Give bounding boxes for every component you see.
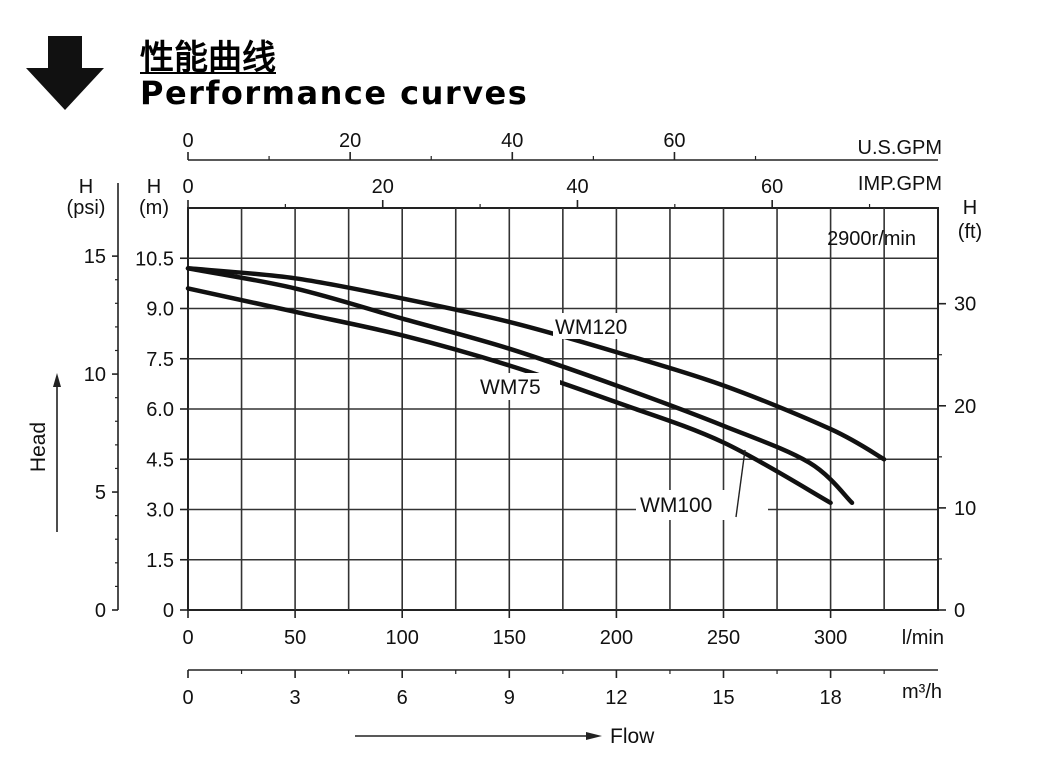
m3h-tick-label: 3 <box>290 687 301 709</box>
page-title-cn: 性能曲线 <box>140 38 276 78</box>
x-tick-label: 200 <box>600 627 633 649</box>
usgpm-tick-label: 40 <box>501 130 523 152</box>
x-axis-title: Flow <box>610 725 655 748</box>
psi-axis-unit-label: (psi) <box>67 197 106 219</box>
psi-tick-label: 0 <box>95 600 106 622</box>
impgpm-tick-label: 0 <box>182 176 193 198</box>
flow-arrow-head <box>586 732 602 740</box>
usgpm-tick-label: 0 <box>182 130 193 152</box>
m3h-tick-label: 9 <box>504 687 515 709</box>
m3h-tick-label: 12 <box>605 687 627 709</box>
head-arrow-head <box>53 373 61 387</box>
impgpm-tick-label: 40 <box>566 176 588 198</box>
x-axis-unit-label: l/min <box>902 627 944 649</box>
head-arrow-icon <box>53 373 61 532</box>
y-tick-label: 10.5 <box>135 248 174 270</box>
page-title-en: Performance curves <box>140 74 529 112</box>
series-label-wm75: WM75 <box>480 376 541 399</box>
impgpm-tick-label: 20 <box>372 176 394 198</box>
impgpm-unit-label: IMP.GPM <box>858 173 942 195</box>
impgpm-tick-label: 60 <box>761 176 783 198</box>
psi-tick-label: 10 <box>84 364 106 386</box>
usgpm-tick-label: 60 <box>663 130 685 152</box>
psi-tick-label: 5 <box>95 482 106 504</box>
ft-axis-unit-label: (ft) <box>958 221 982 243</box>
y-tick-label: 1.5 <box>146 550 174 572</box>
curve-wm100 <box>185 266 855 506</box>
x-tick-label: 100 <box>386 627 419 649</box>
label-bg-wm120 <box>553 313 643 339</box>
m3h-tick-label: 15 <box>712 687 734 709</box>
y-axis-unit-label: H <box>147 176 161 198</box>
m3h-tick-label: 0 <box>182 687 193 709</box>
x-tick-label: 300 <box>814 627 847 649</box>
psi-axis-unit-label: H <box>79 176 93 198</box>
arrow-down-icon <box>26 36 104 115</box>
x-tick-label: 0 <box>182 627 193 649</box>
m3h-tick-label: 18 <box>819 687 841 709</box>
y-tick-label: 4.5 <box>146 449 174 471</box>
y-axis-title: Head <box>27 422 50 472</box>
y-tick-label: 7.5 <box>146 349 174 371</box>
curve-wm75 <box>185 286 833 506</box>
flow-arrow-icon <box>355 732 602 740</box>
leader-line-wm100 <box>735 449 746 518</box>
ft-tick-label: 10 <box>954 498 976 520</box>
m3h-unit-label: m³/h <box>902 681 942 703</box>
label-bg-wm100 <box>636 490 768 520</box>
ft-tick-label: 0 <box>954 600 965 622</box>
y-axis-unit-label: (m) <box>139 197 169 219</box>
psi-tick-label: 15 <box>84 246 106 268</box>
usgpm-tick-label: 20 <box>339 130 361 152</box>
y-tick-label: 6.0 <box>146 399 174 421</box>
x-tick-label: 150 <box>493 627 526 649</box>
y-tick-label: 0 <box>163 600 174 622</box>
usgpm-unit-label: U.S.GPM <box>858 137 942 159</box>
m3h-tick-label: 6 <box>397 687 408 709</box>
y-tick-label: 3.0 <box>146 500 174 522</box>
ft-tick-label: 30 <box>954 294 976 316</box>
x-tick-label: 50 <box>284 627 306 649</box>
speed-label: 2900r/min <box>827 228 916 250</box>
curve-wm120 <box>185 266 887 462</box>
ft-tick-label: 20 <box>954 396 976 418</box>
x-tick-label: 250 <box>707 627 740 649</box>
label-bg-wm75 <box>478 373 560 400</box>
series-label-wm100: WM100 <box>640 494 712 517</box>
ft-axis-unit-label: H <box>963 197 977 219</box>
y-tick-label: 9.0 <box>146 299 174 321</box>
series-label-wm120: WM120 <box>555 316 627 339</box>
